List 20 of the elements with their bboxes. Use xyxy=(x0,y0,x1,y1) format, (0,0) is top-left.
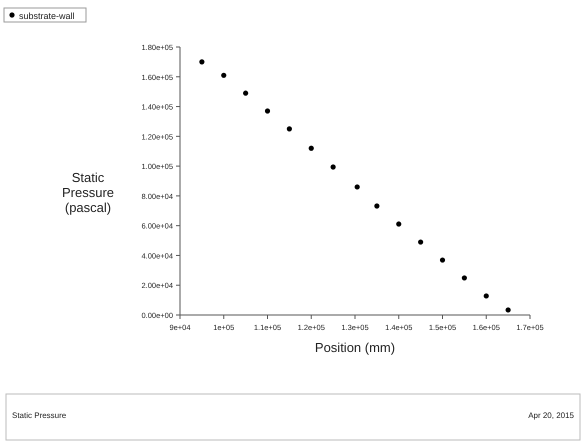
point xyxy=(243,90,248,96)
point xyxy=(330,164,336,170)
point xyxy=(308,146,314,151)
legend-label: substrate-wall xyxy=(19,11,75,21)
point xyxy=(264,108,270,114)
point xyxy=(396,221,402,227)
point xyxy=(506,307,511,313)
point xyxy=(286,126,292,132)
text: Apr 20, 2015 xyxy=(528,411,575,420)
y-axis-title: Static Pressure (pascal) xyxy=(62,170,114,215)
point xyxy=(354,184,360,190)
point xyxy=(418,239,424,245)
point xyxy=(199,59,204,64)
point xyxy=(484,293,489,299)
point xyxy=(440,257,446,263)
text: Static Pressure xyxy=(12,411,67,420)
point xyxy=(462,275,467,281)
point xyxy=(374,203,380,209)
point xyxy=(221,72,226,78)
x-axis-title: Position (mm) xyxy=(314,340,396,355)
